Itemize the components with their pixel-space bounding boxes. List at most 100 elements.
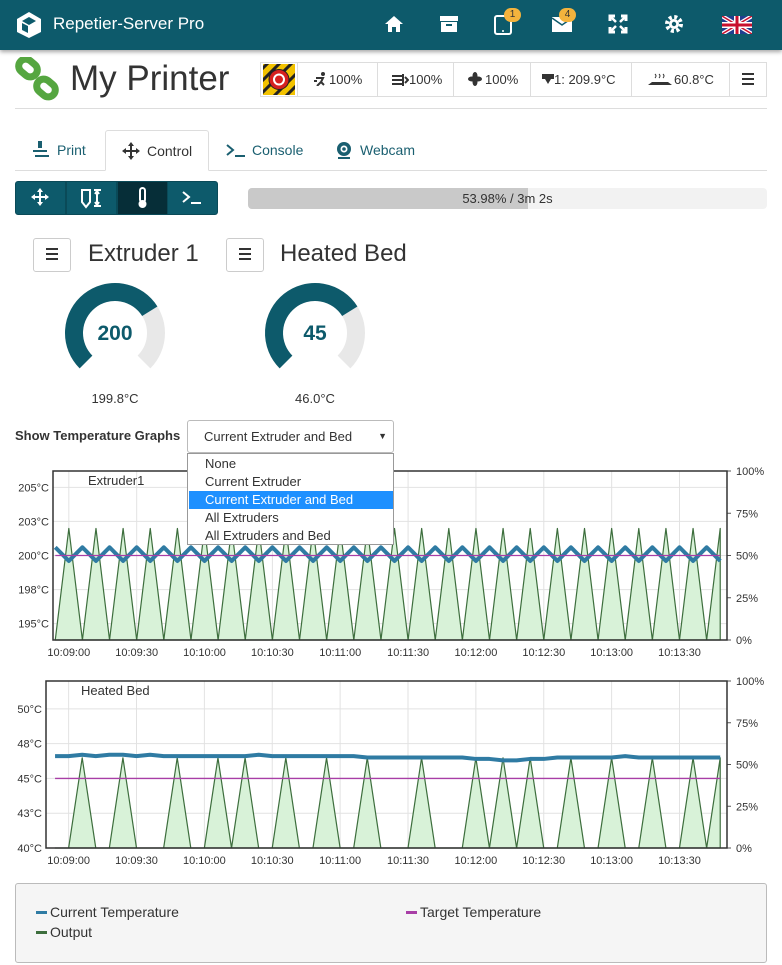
app-logo[interactable]	[15, 11, 43, 39]
tab[interactable]: Webcam	[335, 130, 415, 170]
x-tick-label: 10:09:00	[47, 855, 90, 867]
temperature-charts: 10:09:00 10:09:30 10:10:00 10:10:30 10:11:00…	[17, 466, 764, 867]
tab-label: Console	[252, 142, 304, 158]
bed-status[interactable]: 60.8°C	[631, 62, 730, 97]
app-name: Repetier-Server Pro	[53, 14, 205, 33]
legend-label: Current Temperature	[50, 904, 179, 920]
x-tick-label: 10:13:00	[590, 855, 633, 867]
y-tick-label: 198°C	[18, 585, 49, 597]
console-button[interactable]	[167, 181, 218, 215]
home-icon[interactable]	[384, 14, 404, 34]
x-tick-label: 10:12:30	[522, 647, 565, 659]
heater-target: 45	[303, 322, 327, 345]
x-tick-label: 10:09:30	[115, 647, 158, 659]
x-tick-label: 10:10:00	[183, 855, 226, 867]
x-tick-label: 10:10:30	[251, 855, 294, 867]
status-menu[interactable]	[729, 62, 767, 97]
x-tick-label: 10:13:30	[658, 855, 701, 867]
tab-label: Webcam	[360, 142, 415, 158]
y2-tick-label: 50%	[736, 760, 758, 772]
tab[interactable]: Print	[31, 130, 86, 170]
legend-swatch	[36, 931, 47, 934]
y2-tick-label: 0%	[736, 635, 752, 647]
y2-tick-label: 25%	[736, 801, 758, 813]
badge: 1	[504, 8, 521, 22]
gauges: 200 199.8°C 45 46.0°C	[65, 283, 365, 406]
emergency-stop[interactable]	[260, 62, 298, 97]
temperature-line	[55, 752, 721, 763]
y2-tick-label: 75%	[736, 718, 758, 730]
y-tick-label: 45°C	[17, 773, 42, 785]
dropdown-option[interactable]: All Extruders	[205, 510, 279, 525]
move-button[interactable]	[15, 181, 66, 215]
gauge-fill	[265, 283, 358, 369]
progress-fill	[248, 188, 529, 209]
speed-status[interactable]: 100%	[297, 62, 378, 97]
y-tick-label: 205°C	[18, 482, 49, 494]
heater-current: 199.8°C	[91, 391, 138, 406]
y2-tick-label: 0%	[736, 843, 752, 855]
tab[interactable]: Console	[226, 130, 303, 170]
x-tick-label: 10:12:30	[522, 855, 565, 867]
temperature-button[interactable]	[117, 181, 168, 215]
plot-border	[45, 680, 728, 849]
y-tick-label: 203°C	[18, 516, 49, 528]
fan-value: 100%	[485, 72, 519, 87]
x-tick-label: 10:09:30	[115, 855, 158, 867]
graph-select-label: Show Temperature Graphs	[15, 428, 181, 443]
dropdown-option[interactable]: All Extruders and Bed	[205, 528, 331, 543]
tab-label: Print	[57, 142, 86, 158]
temperature-line	[53, 545, 722, 563]
x-tick-label: 10:13:00	[590, 647, 633, 659]
fullscreen-icon[interactable]	[608, 14, 628, 34]
speed-icon	[314, 72, 325, 87]
tab-active[interactable]: Control	[105, 130, 209, 171]
x-tick-label: 10:11:00	[319, 855, 361, 867]
x-tick-label: 10:09:00	[47, 647, 90, 659]
x-tick-label: 10:12:00	[455, 647, 498, 659]
y-tick-label: 43°C	[17, 808, 42, 820]
fan-icon	[468, 72, 482, 86]
chart-title: Heated Bed	[81, 683, 150, 698]
extruder-status[interactable]: 1: 209.9°C	[530, 62, 632, 97]
flow-status[interactable]: 100%	[377, 62, 454, 97]
y-tick-label: 50°C	[17, 704, 42, 716]
archive-icon[interactable]	[439, 14, 459, 34]
graph-select[interactable]: Current Extruder and Bed ▼	[187, 420, 394, 453]
heater-menu[interactable]	[226, 238, 264, 272]
progress-track: 53.98% / 3m 2s	[248, 188, 767, 209]
heater-name: Extruder 1	[88, 240, 199, 267]
language-flag[interactable]	[722, 16, 752, 34]
heater-name: Heated Bed	[280, 240, 407, 267]
y-tick-label: 40°C	[17, 843, 42, 855]
graph-select-value: Current Extruder and Bed	[204, 429, 353, 444]
dropdown-option[interactable]: None	[205, 456, 237, 471]
y2-tick-label: 75%	[736, 508, 758, 520]
progress-label: 53.98% / 3m 2s	[462, 191, 553, 206]
tab-label: Control	[147, 143, 193, 159]
x-tick-label: 10:12:00	[454, 855, 497, 867]
plot-area	[46, 681, 727, 848]
extrude-button[interactable]	[66, 181, 117, 215]
divider	[15, 108, 767, 109]
bed-icon	[648, 73, 672, 85]
fan-status[interactable]: 100%	[453, 62, 531, 97]
legend-label: Target Temperature	[420, 904, 542, 920]
heater-current: 46.0°C	[295, 391, 335, 406]
settings-icon[interactable]	[664, 14, 684, 34]
heater-menu[interactable]	[33, 238, 71, 272]
extruder-icon	[542, 74, 554, 84]
top-bar: Repetier-Server Pro 1 4	[0, 0, 782, 50]
x-tick-label: 10:11:30	[387, 855, 429, 867]
legend-swatch	[406, 911, 417, 914]
badge: 4	[559, 8, 576, 22]
speed-value: 100%	[329, 72, 363, 87]
y2-tick-label: 100%	[736, 466, 764, 478]
dropdown-option[interactable]: Current Extruder and Bed	[189, 491, 393, 509]
bed-value: 60.8°C	[674, 72, 714, 87]
x-tick-label: 10:13:30	[658, 647, 701, 659]
dropdown-option[interactable]: Current Extruder	[205, 474, 302, 489]
tablet-icon[interactable]	[493, 13, 515, 35]
flow-icon	[392, 74, 410, 86]
